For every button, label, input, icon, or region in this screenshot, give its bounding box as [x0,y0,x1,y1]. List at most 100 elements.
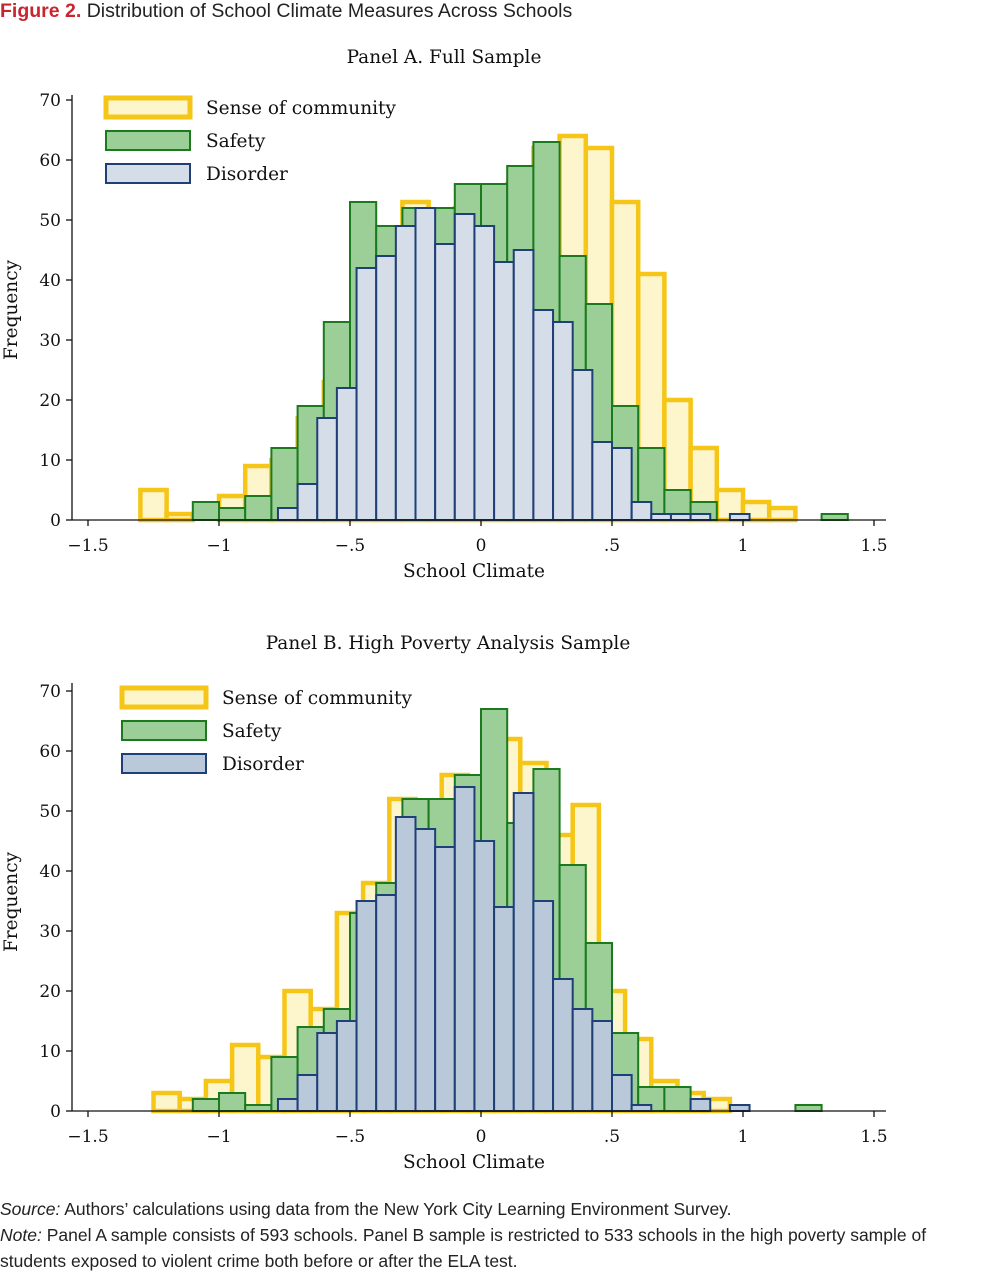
panel-b-safety-bar [244,1104,273,1112]
panel-a-y-tick-label: 0 [50,511,61,531]
panel-b-disorder-bar [512,792,535,1112]
figure-title: Figure 2. Distribution of School Climate… [0,0,572,23]
panel-a-legend-label-community: Sense of community [206,98,396,119]
panel-a-disorder-bar [611,447,633,521]
panel-a-y-label: Frequency [1,259,22,360]
panel-a-legend-swatch-disorder [105,163,191,184]
panel-a-y-tick-label: 10 [39,451,61,471]
panel-a-safety-bar [820,513,849,521]
panel-a-disorder-bar [493,261,515,521]
panel-a-disorder-bar [375,255,397,521]
panel-b-legend-label-community: Sense of community [222,688,412,709]
panel-a-y-tick-label: 30 [39,331,61,351]
panel-a-disorder-bar [473,225,496,521]
panel-a-bars [138,133,849,523]
panel-a-x-tick-label: .5 [604,536,620,556]
panel-b-safety-bar [218,1092,247,1112]
panel-a-community-bar [138,487,169,523]
panel-a-x-tick-label: −.5 [335,536,365,556]
panel-b-disorder-bar [355,900,378,1112]
panel-b-safety-bar [794,1104,823,1112]
note-label: Note: [0,1225,42,1245]
panel-b-disorder-bar [335,1020,358,1112]
panel-a-disorder-bar [434,243,456,521]
panel-a-disorder-bar [453,213,476,521]
panel-a-disorder-bar [335,387,358,521]
panel-b-legend: Sense of community Safety Disorder [119,685,412,775]
panel-b-title: Panel B. High Poverty Analysis Sample [266,633,631,654]
panel-a-y-tick-label: 60 [39,151,61,171]
panel-a-legend-swatch-community [103,95,193,120]
panel-b-disorder-bar [611,1074,633,1112]
panel-a-community-bar [766,505,798,523]
panel-b-x-tick-label: −1 [206,1127,231,1147]
panel-a-disorder-bar [552,321,574,521]
panel-b-x-tick-label: .5 [604,1127,620,1147]
panel-a-legend: Sense of community Safety Disorder [103,95,396,185]
panel-a-legend-label-disorder: Disorder [206,164,288,185]
panel-a-x-label: School Climate [403,561,545,582]
panel-b-y-ticks: 0 10 20 30 40 50 60 70 [39,682,72,1122]
panel-b-chart: Panel B. High Poverty Analysis Sample 0 1… [1,633,888,1173]
panel-a-y-tick-label: 40 [39,271,61,291]
panel-a-disorder-bar [728,513,751,521]
panel-b-x-tick-label: 1.5 [860,1127,887,1147]
panel-b-bars [151,708,823,1114]
figure-title-text: Distribution of School Climate Measures … [86,0,573,22]
panel-b-disorder-bar [473,840,496,1112]
panel-b-y-tick-label: 20 [39,982,61,1002]
panel-b-y-tick-label: 40 [39,862,61,882]
panel-b-x-tick-label: 0 [476,1127,487,1147]
panel-a-safety-bar [244,495,273,521]
panel-a-disorder-bar [414,207,437,521]
panel-b-disorder-bar [571,1008,594,1112]
panel-a-y-tick-label: 70 [39,91,61,111]
panel-b-disorder-bar [591,1020,613,1112]
source-label: Source: [0,1199,61,1219]
panel-b-disorder-bar [453,786,476,1112]
panel-a-x-tick-label: −1.5 [67,536,108,556]
panel-a-community-bar [164,511,196,523]
source-text: Authors’ calculations using data from th… [64,1199,732,1219]
panel-a-disorder-bar [650,513,672,521]
note-text: Panel A sample consists of 593 schools. … [0,1225,927,1271]
panel-b-disorder-bar [414,828,437,1112]
panel-a-disorder-bar [669,513,692,521]
panel-b-disorder-bar [394,816,417,1112]
panel-a-y-ticks: 0 10 20 30 40 50 60 70 [39,91,72,531]
panel-b-disorder-bar [728,1104,751,1112]
panel-a-y-tick-label: 50 [39,211,61,231]
panel-b-y-label: Frequency [1,851,22,952]
panel-b-x-ticks: −1.5 −1 −.5 0 .5 1 1.5 [67,1111,888,1147]
panel-b-safety-bar [663,1086,692,1112]
panel-a-disorder-bar [630,501,653,521]
panel-b-legend-label-safety: Safety [222,721,282,742]
panel-a-safety-bar [218,507,247,521]
panel-a-disorder-bar [394,225,417,521]
figure-label: Figure 2. [0,0,82,22]
panel-b-disorder-bar [434,846,456,1112]
panel-a-disorder-bar [276,507,299,521]
panel-b-x-label: School Climate [403,1152,545,1173]
panel-b-legend-swatch-community [119,685,209,710]
panel-b-y-tick-label: 0 [50,1102,61,1122]
source-note: Source: Authors’ calculations using data… [0,1196,982,1222]
panel-b-y-tick-label: 10 [39,1042,61,1062]
panel-a-title: Panel A. Full Sample [347,47,542,68]
panel-b-legend-swatch-disorder [121,753,207,774]
panel-b-x-tick-label: −1.5 [67,1127,108,1147]
panel-a-x-tick-label: 1 [738,536,749,556]
panel-a-safety-bar [191,501,221,521]
panel-b-legend-label-disorder: Disorder [222,754,304,775]
panel-b-disorder-bar [316,1032,338,1112]
panel-b-disorder-bar [532,900,555,1112]
panel-a-x-ticks: −1.5 −1 −.5 0 .5 1 1.5 [67,520,888,556]
panel-a-disorder-bar [532,309,555,521]
panel-b-x-tick-label: 1 [738,1127,749,1147]
panel-b-legend-swatch-safety [121,720,207,741]
panel-b-disorder-bar [493,906,515,1112]
panel-b-disorder-bar [630,1104,653,1112]
panel-a-legend-swatch-safety [105,130,191,151]
panel-a-disorder-bar [591,441,613,521]
